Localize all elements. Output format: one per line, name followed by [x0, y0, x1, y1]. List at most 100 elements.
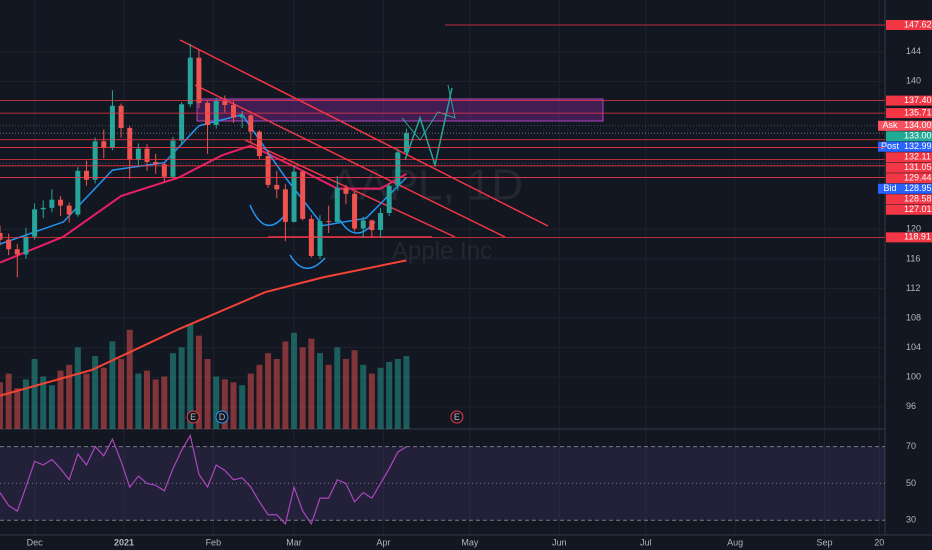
price-tag-bg [878, 141, 902, 152]
y-tick-label: 96 [906, 401, 916, 411]
volume-bar [282, 341, 289, 429]
volume-bar [5, 373, 12, 429]
rsi-tick-label: 50 [906, 478, 916, 488]
trendline [194, 84, 506, 238]
volume-bar [299, 347, 306, 429]
volume-bar [213, 376, 220, 429]
candle-body [248, 115, 254, 132]
candle-body [127, 127, 133, 160]
volume-bar [14, 388, 21, 429]
candle-body [49, 199, 55, 208]
candle-body [0, 232, 3, 240]
candle-body [144, 148, 150, 162]
price-tag-bg [878, 120, 902, 131]
moving-average [0, 113, 407, 245]
event-marker [450, 410, 464, 424]
candle-body [153, 161, 159, 165]
price-label: 128.95 [904, 183, 932, 193]
x-tick-label: Aug [727, 537, 743, 547]
y-tick-label: 120 [906, 224, 921, 234]
price-tag: Post [881, 141, 900, 151]
volume-bar [239, 385, 246, 429]
volume-bar [247, 373, 254, 429]
volume-bar [325, 364, 332, 429]
price-label: 132.11 [904, 152, 931, 162]
volume-bar [178, 347, 185, 429]
volume-bar [386, 361, 393, 429]
arc [289, 254, 326, 269]
volume-bar [57, 370, 64, 429]
rsi-line [0, 433, 407, 526]
y-tick-label: 100 [906, 372, 921, 382]
volume-bar [0, 382, 3, 429]
candle-body [75, 170, 81, 215]
price-label: 137.40 [904, 95, 932, 105]
price-label-bg [886, 204, 932, 215]
candle-body [352, 193, 358, 229]
price-label-bg [886, 108, 932, 119]
watermark-subtitle: Apple Inc [392, 237, 492, 264]
event-label: D [219, 412, 226, 422]
volume-bar [92, 356, 99, 429]
price-label-bg [886, 183, 932, 194]
price-label: 133.00 [904, 131, 932, 141]
price-label-bg [886, 141, 932, 152]
x-tick-label: Jul [640, 537, 652, 547]
candle-body [101, 141, 107, 148]
volume-bar [109, 341, 116, 429]
candle-body [40, 207, 46, 210]
x-tick-label: Sep [816, 537, 832, 547]
price-label: 131.05 [904, 162, 932, 172]
x-tick-label: Mar [286, 537, 302, 547]
watermark: AAPL, 1D [330, 161, 523, 210]
y-tick-label: 140 [906, 76, 921, 86]
candle-body [196, 57, 202, 103]
candle-body [205, 102, 211, 126]
volume-bar [403, 356, 410, 429]
candle-body [135, 148, 141, 160]
volume-bar [118, 359, 125, 429]
price-tag-bg [878, 183, 902, 194]
candle-body [239, 115, 245, 118]
price-label-bg [886, 232, 932, 243]
candle-body [161, 164, 167, 177]
volume-bar [169, 353, 176, 429]
candle-body [118, 105, 124, 128]
volume-bar [342, 359, 349, 429]
volume-bar [100, 367, 107, 429]
volume-bar [273, 359, 280, 429]
candle-body [179, 104, 185, 141]
x-tick-label: Feb [206, 537, 222, 547]
candle-body [386, 185, 392, 214]
moving-average [0, 144, 407, 264]
candle-body [360, 220, 366, 229]
price-label: 132.99 [904, 141, 932, 151]
volume-bar [291, 332, 298, 429]
volume-bar [22, 379, 29, 429]
x-tick-label: Apr [376, 537, 390, 547]
candle-body [231, 105, 237, 118]
price-label: 118.91 [904, 232, 931, 242]
candle-body [326, 221, 332, 223]
event-marker [215, 410, 229, 424]
volume-bar [394, 359, 401, 429]
projection [404, 87, 453, 168]
volume-bar [221, 379, 228, 429]
y-tick-label: 104 [906, 342, 921, 352]
volume-bar [308, 338, 315, 429]
volume-bar [40, 376, 47, 429]
candle-body [256, 131, 262, 157]
candle-body [23, 236, 29, 255]
volume-bar [126, 329, 133, 429]
volume-bar [152, 379, 159, 429]
price-tag: Ask [882, 120, 898, 130]
candle-body [317, 221, 323, 256]
price-label: 147.62 [904, 19, 932, 29]
price-label-bg [886, 162, 932, 173]
candle-body [291, 171, 297, 222]
volume-bar [230, 382, 237, 429]
arc [249, 204, 286, 227]
rsi-tick-label: 70 [906, 441, 916, 451]
